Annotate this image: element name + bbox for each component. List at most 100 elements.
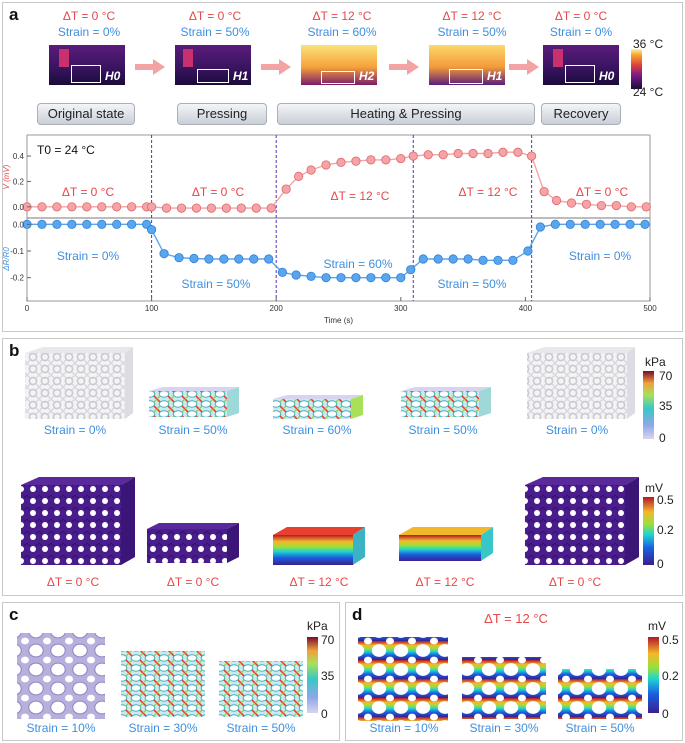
data-point [396,273,406,283]
data-point [264,254,274,264]
b-dt-label-5: ΔT = 0 °C [548,575,602,589]
thermal-label-3: H2 [359,69,375,83]
data-point [610,219,620,229]
voltage-structure-dt-12 [273,527,365,565]
panel-c-label: c [9,605,19,624]
annotation-dt-3: ΔT = 12 °C [330,189,390,203]
data-point [523,246,533,256]
y-tick-label: 0.0 [13,203,25,212]
voltage-colorbar [643,497,654,565]
data-point [611,200,621,211]
arrow-right-icon [389,59,419,75]
b-dt-label-2: ΔT = 0 °C [166,575,220,589]
c-structure-strain-50 [219,661,303,717]
x-axis-label: Time (s) [324,316,353,325]
d-structure-strain-50 [558,669,642,719]
thermal-label-2: H1 [233,69,249,83]
data-point [204,254,214,264]
b-strain-label-1: Strain = 0% [43,423,107,437]
data-point [513,147,523,157]
data-point [535,222,545,232]
panel-b: b [2,338,683,596]
data-point [161,203,172,213]
d-colorbar-tick-min: 0 [662,707,669,721]
data-point [147,225,157,235]
y-tick-label: -0.2 [10,274,24,283]
c-strain-label-1: Strain = 10% [26,721,96,735]
d-colorbar [648,637,659,713]
data-point [641,202,651,212]
data-point [206,203,217,213]
thermal-label-4: H1 [487,69,503,83]
d-colorbar-tick-max: 0.5 [662,633,679,647]
condition-4-strain: Strain = 50% [437,25,507,39]
time-series-chart: 0.0 0.2 0.4V (mV) 0.0 -0.1 -0.2 ΔR/R0 0 100 200 30… [3,134,657,325]
data-point [498,147,508,157]
data-point [306,271,316,281]
data-point [423,150,433,160]
c-strain-label-2: Strain = 30% [128,721,198,735]
data-point [277,267,288,277]
data-point [249,254,259,264]
d-colorbar-unit: mV [648,619,666,633]
annotation-strain-4: Strain = 50% [437,277,507,291]
annotation-strain-5: Strain = 0% [568,249,632,263]
x-tick-label: 200 [270,304,284,313]
data-point [236,203,246,213]
data-point [189,253,199,264]
data-point [336,157,346,167]
panel-a: a ΔT = 0 °C Strain = 0% ΔT = 0 °C Strain… [2,2,683,332]
annotation-strain-2: Strain = 50% [181,277,251,291]
b-stress-tick-max: 70 [659,369,673,383]
y-tick-label: 0.2 [13,177,25,186]
data-point [291,270,301,280]
data-point [52,202,62,212]
data-point [321,273,331,283]
data-point [97,202,107,212]
x-tick-label: 100 [145,304,159,313]
x-tick-label: 0 [25,304,30,313]
stress-structure-strain-0b [527,347,635,419]
data-point [640,219,650,229]
data-point [351,273,361,283]
d-strain-label-2: Strain = 30% [469,721,539,735]
data-point [97,219,107,229]
data-point [52,219,62,229]
data-point [321,160,331,170]
thermal-image-3: H2 [301,45,377,85]
data-point [566,198,577,208]
voltage-structure-dt-12-b [399,527,493,561]
thermal-colorbar-min: 24 °C [633,85,664,99]
d-colorbar-tick-mid: 0.2 [662,669,679,683]
panel-a-label: a [9,5,19,24]
data-point [508,255,518,265]
data-point [266,203,276,213]
data-point [580,219,590,229]
b-stress-tick-mid: 35 [659,399,673,413]
data-point [527,151,537,161]
panel-c: c Strain = 10% Strain = 30% Strain = 50%… [2,602,340,741]
data-point [408,151,418,161]
data-point [306,165,316,175]
y-axis-label: ΔR/R0 [3,247,11,272]
condition-1-strain: Strain = 0% [57,25,121,39]
data-point [550,219,560,229]
thermal-image-2: H1 [175,45,251,85]
condition-2-strain: Strain = 50% [180,25,250,39]
data-point [112,202,122,212]
b-stress-tick-min: 0 [659,431,666,445]
data-point [251,203,261,213]
data-point [336,273,346,283]
data-point [463,254,473,264]
c-colorbar-tick-min: 0 [321,707,328,721]
b-strain-label-2: Strain = 50% [158,423,228,437]
c-structure-strain-10 [17,633,105,719]
annotation-dt-4: ΔT = 12 °C [458,185,518,199]
data-point [468,148,478,159]
panel-c-structures [17,633,318,719]
stress-structure-strain-60 [273,395,363,419]
voltage-structure-dt-0-b [525,477,639,565]
x-tick-label: 300 [394,304,408,313]
data-point [366,155,376,165]
data-point [478,255,488,265]
